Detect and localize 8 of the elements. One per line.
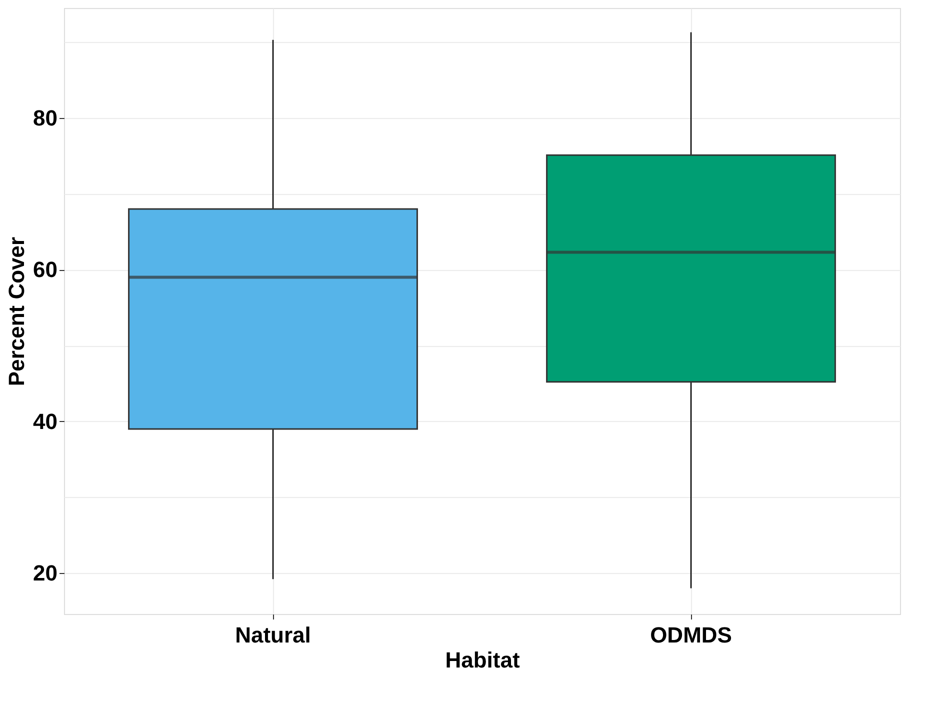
y-tick-label: 40 <box>33 408 58 434</box>
x-axis-title: Habitat <box>445 648 520 672</box>
x-tick-label: Natural <box>235 622 311 648</box>
y-tick-label: 20 <box>33 560 58 586</box>
y-tick-label: 60 <box>33 257 58 282</box>
x-tick-label: ODMDS <box>650 622 732 648</box>
y-axis-title: Percent Cover <box>4 236 30 386</box>
y-tick-label: 80 <box>33 105 58 130</box>
